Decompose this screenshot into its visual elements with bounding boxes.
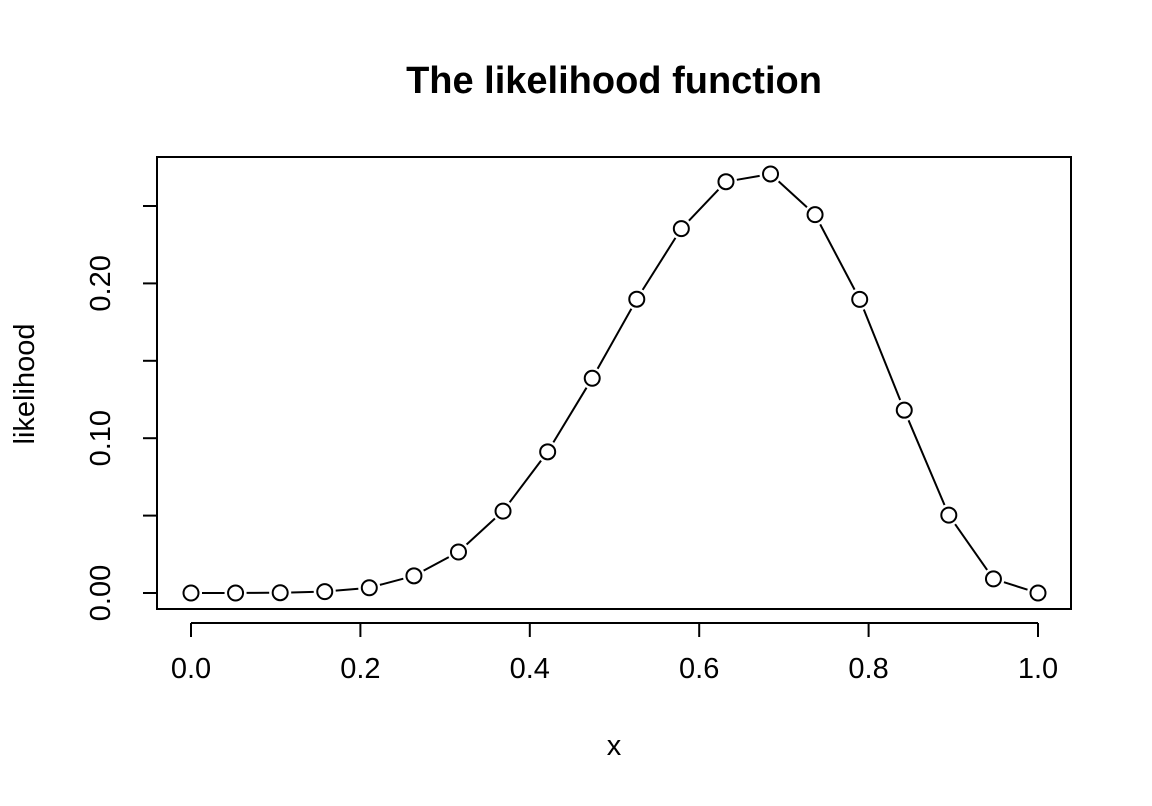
data-point [895,401,913,419]
x-axis-label: x [607,730,622,762]
data-point [316,583,334,601]
data-point [628,290,646,308]
data-point [851,290,869,308]
y-axis: 0.00 0.10 0.20 [85,205,158,621]
data-point [182,584,200,602]
data-point [449,543,467,561]
series-line-segment [819,223,856,291]
series-line-segment [688,188,720,222]
y-tick-label: 0.10 [85,410,117,466]
series-line-segment [862,309,902,401]
data-point [227,584,245,602]
data-point [271,584,289,602]
data-point [583,369,601,387]
x-tick-label: 0.6 [679,653,719,685]
x-tick-label: 0.4 [510,653,550,685]
series-line-segment [291,590,314,594]
data-point [940,506,958,524]
x-axis: 0.0 0.2 0.4 0.6 0.8 1.0 [171,622,1058,685]
data-point [539,443,557,461]
series-line-segment [552,387,588,443]
data-point [405,567,423,585]
series-line-segment [777,180,808,208]
series-line-segment [596,308,633,370]
series-line-segment [736,174,760,181]
data-point [360,579,378,597]
y-axis-label: likelihood [9,324,41,445]
y-tick-label: 0.20 [85,255,117,311]
series-line-segment [423,556,450,572]
series-line-segment [508,460,542,503]
data-point [984,570,1002,588]
series-line-segment [907,419,946,506]
x-tick-label: 0.8 [848,653,888,685]
data-point [672,220,690,238]
series-line-segment [1003,581,1028,591]
data-point [494,502,512,520]
series-line-segment [379,577,404,586]
series-layer [182,165,1047,602]
series-line-segment [954,523,988,571]
chart-title: The likelihood function [406,60,822,102]
data-point [762,165,780,183]
series-line-segment [335,587,359,592]
y-tick-label: 0.00 [85,565,117,621]
series-line-segment [641,237,677,291]
series-line-segment [465,517,496,546]
x-tick-label: 1.0 [1018,653,1058,685]
x-tick-label: 0.0 [171,653,211,685]
x-tick-label: 0.2 [340,653,380,685]
data-point [717,173,735,191]
data-point [1029,584,1047,602]
data-point [806,206,824,224]
